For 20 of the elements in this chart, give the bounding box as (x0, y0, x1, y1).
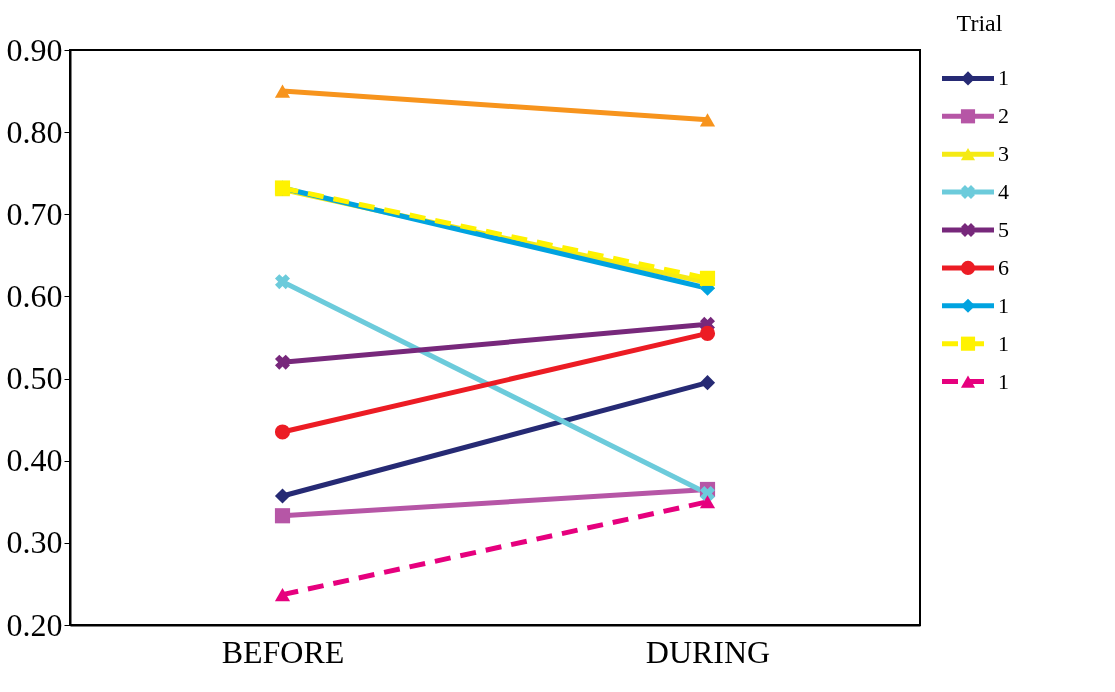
y-tick-label: 0.70 (6, 195, 63, 232)
y-tick-label: 0.90 (6, 31, 63, 68)
y-tick-label: 0.20 (6, 606, 63, 643)
x-tick-label: DURING (645, 633, 771, 670)
y-tick-label: 0.40 (6, 442, 63, 479)
legend-label: 1 (998, 65, 1009, 91)
y-tick-label: 0.80 (6, 113, 63, 150)
legend-label: 1 (998, 292, 1009, 318)
y-tick-label: 0.30 (6, 524, 63, 561)
legend-label: 2 (998, 103, 1009, 129)
legend-title: Trial (956, 10, 1003, 36)
legend-label: 6 (998, 254, 1009, 280)
legend-label: 3 (998, 141, 1009, 167)
y-tick-label: 0.60 (6, 277, 63, 314)
legend-label: 1 (998, 330, 1009, 356)
x-tick-label: BEFORE (221, 633, 345, 670)
legend-label: 4 (998, 179, 1009, 205)
legend-label: 5 (998, 217, 1009, 242)
legend-label: 1 (998, 368, 1009, 394)
y-tick-label: 0.50 (6, 360, 63, 397)
